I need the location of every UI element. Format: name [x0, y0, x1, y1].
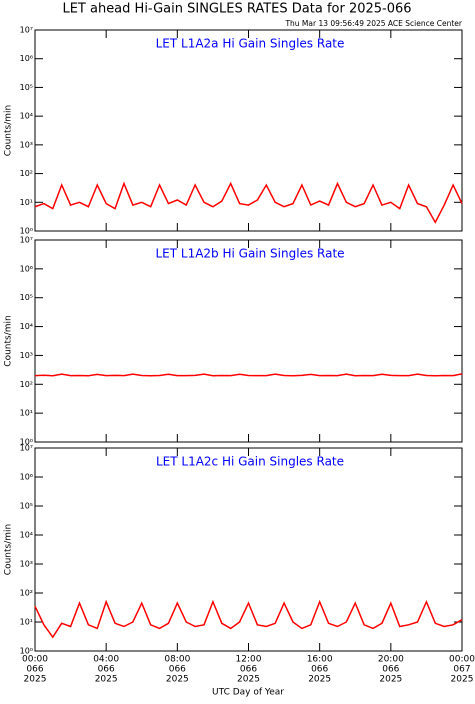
y-tick-label: 10³ — [20, 560, 33, 569]
x-tick-label: 066 — [240, 665, 257, 675]
x-tick-label: 066 — [26, 665, 43, 675]
y-tick-label: 10³ — [20, 351, 33, 360]
y-tick-label: 10⁶ — [20, 473, 33, 482]
x-axis-label: UTC Day of Year — [212, 688, 284, 698]
y-tick-label: 10¹ — [20, 618, 33, 627]
x-tick-label: 2025 — [379, 675, 402, 685]
x-tick-label: 2025 — [237, 675, 260, 685]
y-tick-label: 10⁶ — [20, 54, 33, 63]
data-line — [34, 599, 463, 639]
panel-title: LET L1A2c Hi Gain Singles Rate — [156, 455, 344, 469]
x-tick-label: 2025 — [95, 675, 118, 685]
y-tick-label: 10⁷ — [20, 26, 33, 35]
y-axis-label: Counts/min — [4, 524, 14, 575]
y-tick-label: 10⁴ — [20, 112, 33, 121]
y-tick-label: 10¹ — [20, 409, 33, 418]
x-tick-label: 2025 — [24, 675, 47, 685]
y-tick-label: 10⁵ — [20, 83, 33, 92]
y-tick-label: 10² — [20, 380, 33, 389]
plot-frame — [34, 239, 463, 443]
x-tick-label: 066 — [169, 665, 186, 675]
y-axis-label: Counts/min — [4, 105, 14, 156]
x-tick-label: 2025 — [166, 675, 189, 685]
y-tick-label: 10⁵ — [20, 293, 33, 302]
x-tick-label: 04:00 — [93, 655, 119, 665]
data-line — [34, 373, 463, 377]
y-tick-label: 10⁶ — [20, 264, 33, 273]
x-tick-label: 067 — [453, 665, 470, 675]
y-tick-label: 10⁰ — [20, 438, 33, 447]
x-tick-label: 00:00 — [449, 655, 475, 665]
y-tick-label: 10⁰ — [20, 227, 33, 236]
x-tick-label: 16:00 — [307, 655, 333, 665]
x-tick-label: 20:00 — [378, 655, 404, 665]
y-axis-label: Counts/min — [4, 315, 14, 366]
y-tick-label: 10⁷ — [20, 236, 33, 245]
x-tick-label: 2025 — [308, 675, 331, 685]
y-tick-label: 10⁷ — [20, 444, 33, 453]
page-title: LET ahead Hi-Gain SINGLES RATES Data for… — [62, 2, 411, 17]
x-tick-label: 08:00 — [164, 655, 190, 665]
panel-title: LET L1A2b Hi Gain Singles Rate — [155, 247, 344, 261]
x-tick-label: 066 — [382, 665, 399, 675]
plot-frame — [34, 29, 463, 232]
y-tick-label: 10⁴ — [20, 531, 33, 540]
y-tick-label: 10⁵ — [20, 502, 33, 511]
y-tick-label: 10³ — [20, 140, 33, 149]
x-tick-label: 12:00 — [236, 655, 262, 665]
x-tick-label: 066 — [98, 665, 115, 675]
x-tick-label: 066 — [311, 665, 328, 675]
timestamp: Thu Mar 13 09:56:49 2025 ACE Science Cen… — [284, 19, 462, 28]
y-tick-label: 10² — [20, 589, 33, 598]
x-tick-label: 00:00 — [22, 655, 48, 665]
y-tick-label: 10⁰ — [20, 647, 33, 656]
y-tick-label: 10⁴ — [20, 322, 33, 331]
panel-title: LET L1A2a Hi Gain Singles Rate — [156, 37, 345, 51]
x-tick-label: 2025 — [451, 675, 474, 685]
data-line — [34, 181, 463, 224]
y-tick-label: 10¹ — [20, 198, 33, 207]
y-tick-label: 10² — [20, 169, 33, 178]
